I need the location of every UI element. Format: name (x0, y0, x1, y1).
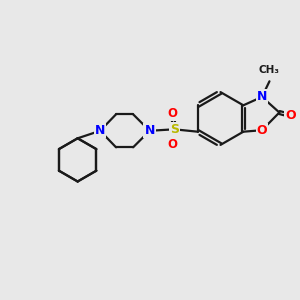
Text: O: O (168, 138, 178, 152)
Text: O: O (168, 107, 178, 120)
Text: N: N (95, 124, 105, 137)
Text: N: N (257, 90, 267, 104)
Text: N: N (144, 124, 155, 137)
Text: CH₃: CH₃ (259, 65, 280, 75)
Text: S: S (170, 123, 179, 136)
Text: O: O (257, 124, 267, 137)
Text: O: O (286, 109, 296, 122)
